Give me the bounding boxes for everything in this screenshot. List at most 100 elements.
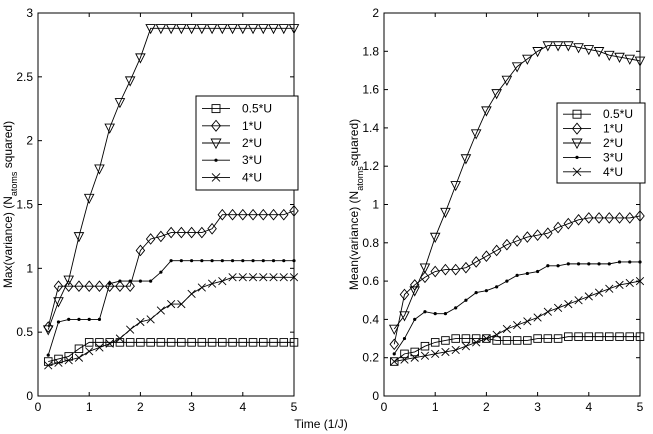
data-point bbox=[268, 208, 279, 221]
legend-marker bbox=[211, 119, 221, 132]
data-point bbox=[492, 330, 501, 339]
series-line bbox=[394, 280, 641, 362]
data-point bbox=[420, 271, 430, 284]
data-point bbox=[574, 296, 583, 305]
data-point bbox=[279, 273, 288, 282]
data-point bbox=[228, 338, 237, 347]
data-point bbox=[461, 334, 471, 343]
data-point bbox=[126, 325, 135, 334]
data-point bbox=[400, 355, 409, 364]
data-point bbox=[625, 332, 635, 341]
data-point bbox=[210, 259, 214, 263]
data-point bbox=[282, 259, 286, 263]
data-point bbox=[522, 231, 533, 243]
data-point bbox=[431, 349, 440, 358]
x-tick-label: 3 bbox=[534, 400, 541, 414]
data-point bbox=[83, 193, 95, 205]
x-tick-label: 0 bbox=[35, 400, 42, 414]
data-point bbox=[77, 317, 81, 321]
data-point bbox=[441, 336, 450, 345]
data-point bbox=[218, 338, 227, 347]
y-tick-label: 0.2 bbox=[362, 351, 379, 365]
data-point bbox=[573, 213, 584, 226]
data-point bbox=[166, 226, 176, 239]
data-point bbox=[176, 226, 187, 239]
data-point bbox=[443, 312, 448, 316]
data-point bbox=[536, 269, 540, 274]
data-point bbox=[523, 336, 532, 345]
x-tick-label: 2 bbox=[483, 400, 490, 414]
data-point bbox=[451, 334, 460, 343]
plot-area-frame bbox=[383, 12, 641, 397]
data-point bbox=[576, 262, 581, 266]
legend-marker bbox=[572, 122, 582, 135]
data-point bbox=[196, 24, 208, 35]
data-point bbox=[145, 233, 156, 245]
data-point bbox=[389, 338, 400, 351]
data-point bbox=[533, 313, 542, 322]
data-point bbox=[546, 264, 550, 268]
data-point bbox=[505, 279, 509, 283]
data-point bbox=[492, 336, 501, 345]
data-point bbox=[136, 317, 145, 327]
data-point bbox=[399, 288, 410, 301]
data-point bbox=[583, 45, 595, 56]
data-point bbox=[634, 56, 646, 67]
data-point bbox=[248, 338, 258, 347]
y-tick-label: 0.4 bbox=[362, 312, 379, 326]
data-point bbox=[87, 317, 91, 321]
data-point bbox=[63, 275, 75, 286]
data-point bbox=[532, 229, 543, 241]
data-point bbox=[635, 332, 645, 341]
data-point bbox=[108, 282, 112, 286]
data-point bbox=[289, 205, 299, 217]
series-line bbox=[393, 336, 640, 362]
legend-label: 1*U bbox=[242, 119, 262, 133]
data-point bbox=[289, 338, 299, 347]
legend-label: 0.5*U bbox=[603, 107, 633, 121]
data-point bbox=[74, 280, 84, 293]
y-tick-label: 0 bbox=[26, 389, 33, 403]
data-point bbox=[155, 24, 167, 35]
y-tick-label: 1 bbox=[26, 261, 33, 275]
data-point bbox=[440, 207, 451, 219]
data-point bbox=[441, 347, 450, 357]
series-line bbox=[47, 210, 295, 328]
legend-marker bbox=[575, 155, 579, 159]
y-tick-label: 0.8 bbox=[362, 236, 379, 250]
data-point bbox=[165, 24, 177, 35]
data-point bbox=[512, 235, 522, 247]
data-point bbox=[532, 47, 543, 58]
data-point bbox=[594, 288, 604, 297]
data-point bbox=[584, 292, 593, 301]
data-point bbox=[271, 259, 276, 263]
data-point bbox=[615, 332, 624, 341]
data-point bbox=[638, 260, 642, 264]
data-point bbox=[515, 273, 519, 277]
data-point bbox=[614, 212, 625, 224]
left-chart-max-variance: 0 1 2 3 4 5 0 0.5 1 1.5 2 2.5 3 Max(variance) (Natoms… bbox=[1, 6, 300, 414]
data-point bbox=[63, 280, 74, 293]
data-point bbox=[238, 208, 248, 221]
data-point bbox=[484, 289, 488, 293]
legend-label: 0.5*U bbox=[242, 102, 272, 116]
series-triangle-down bbox=[388, 41, 646, 335]
data-point bbox=[625, 278, 634, 288]
data-point bbox=[251, 259, 255, 263]
data-point bbox=[146, 315, 155, 324]
series-line bbox=[48, 276, 294, 366]
data-point bbox=[553, 334, 563, 343]
series-diamond bbox=[389, 210, 645, 351]
data-point bbox=[624, 212, 635, 224]
data-point bbox=[118, 279, 122, 283]
data-point bbox=[43, 357, 53, 366]
data-point bbox=[146, 338, 155, 347]
data-point bbox=[433, 312, 437, 316]
data-point bbox=[388, 324, 400, 335]
legend-label: 2*U bbox=[603, 136, 623, 150]
data-point bbox=[605, 284, 614, 293]
data-point bbox=[419, 263, 431, 274]
data-point bbox=[197, 283, 206, 292]
data-point bbox=[105, 338, 114, 347]
